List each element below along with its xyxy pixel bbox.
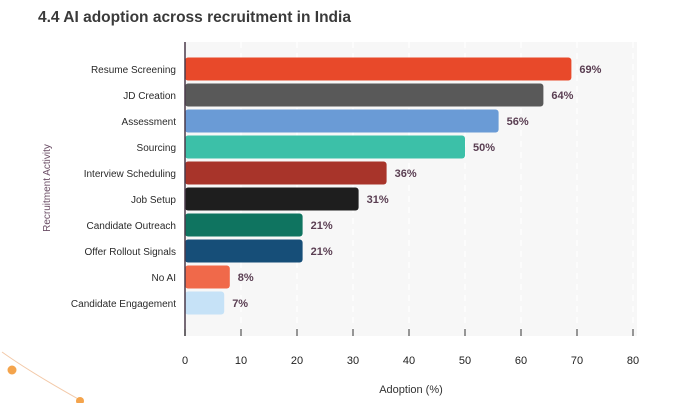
category-label: Job Setup bbox=[131, 195, 176, 206]
value-label: 21% bbox=[311, 246, 333, 258]
category-label: Resume Screening bbox=[91, 65, 176, 76]
value-label: 21% bbox=[311, 220, 333, 232]
x-tick-label: 10 bbox=[235, 355, 247, 367]
category-label: Offer Rollout Signals bbox=[84, 247, 176, 258]
y-axis-label: Recruitment Activity bbox=[42, 144, 53, 232]
x-tick-label: 60 bbox=[515, 355, 527, 367]
category-label: Sourcing bbox=[137, 143, 176, 154]
value-label: 64% bbox=[551, 90, 573, 102]
value-label: 31% bbox=[367, 194, 389, 206]
category-label: Candidate Engagement bbox=[71, 299, 176, 310]
chart-title: 4.4 AI adoption across recruitment in In… bbox=[38, 9, 351, 26]
bar bbox=[185, 161, 387, 185]
bar bbox=[185, 135, 465, 159]
bar bbox=[185, 265, 230, 289]
bar bbox=[185, 239, 303, 263]
x-tick-label: 30 bbox=[347, 355, 359, 367]
category-label: Assessment bbox=[122, 117, 177, 128]
x-axis-label: Adoption (%) bbox=[379, 384, 443, 396]
x-tick-label: 50 bbox=[459, 355, 471, 367]
value-label: 69% bbox=[579, 64, 601, 76]
value-label: 56% bbox=[507, 116, 529, 128]
decorative-dot bbox=[7, 365, 17, 375]
x-axis-ticks: 0 10 20 30 40 50 60 70 80 bbox=[182, 329, 639, 367]
value-label: 7% bbox=[232, 298, 248, 310]
x-tick-label: 80 bbox=[627, 355, 639, 367]
category-label: Candidate Outreach bbox=[86, 221, 176, 232]
category-label: No AI bbox=[152, 273, 176, 284]
value-label: 8% bbox=[238, 272, 254, 284]
decorative-dot bbox=[76, 397, 84, 403]
bar bbox=[185, 109, 499, 133]
value-label: 36% bbox=[395, 168, 417, 180]
bar bbox=[185, 187, 359, 211]
value-label: 50% bbox=[473, 142, 495, 154]
bar bbox=[185, 83, 544, 107]
bar bbox=[185, 291, 225, 315]
bar bbox=[185, 213, 303, 237]
x-tick-label: 0 bbox=[182, 355, 188, 367]
bars: Resume Screening 69% JD Creation 64% Assessm… bbox=[71, 57, 602, 315]
bar bbox=[185, 57, 572, 81]
category-label: Interview Scheduling bbox=[84, 169, 176, 180]
x-tick-label: 70 bbox=[571, 355, 583, 367]
x-tick-label: 20 bbox=[291, 355, 303, 367]
category-label: JD Creation bbox=[123, 91, 176, 102]
x-tick-label: 40 bbox=[403, 355, 415, 367]
